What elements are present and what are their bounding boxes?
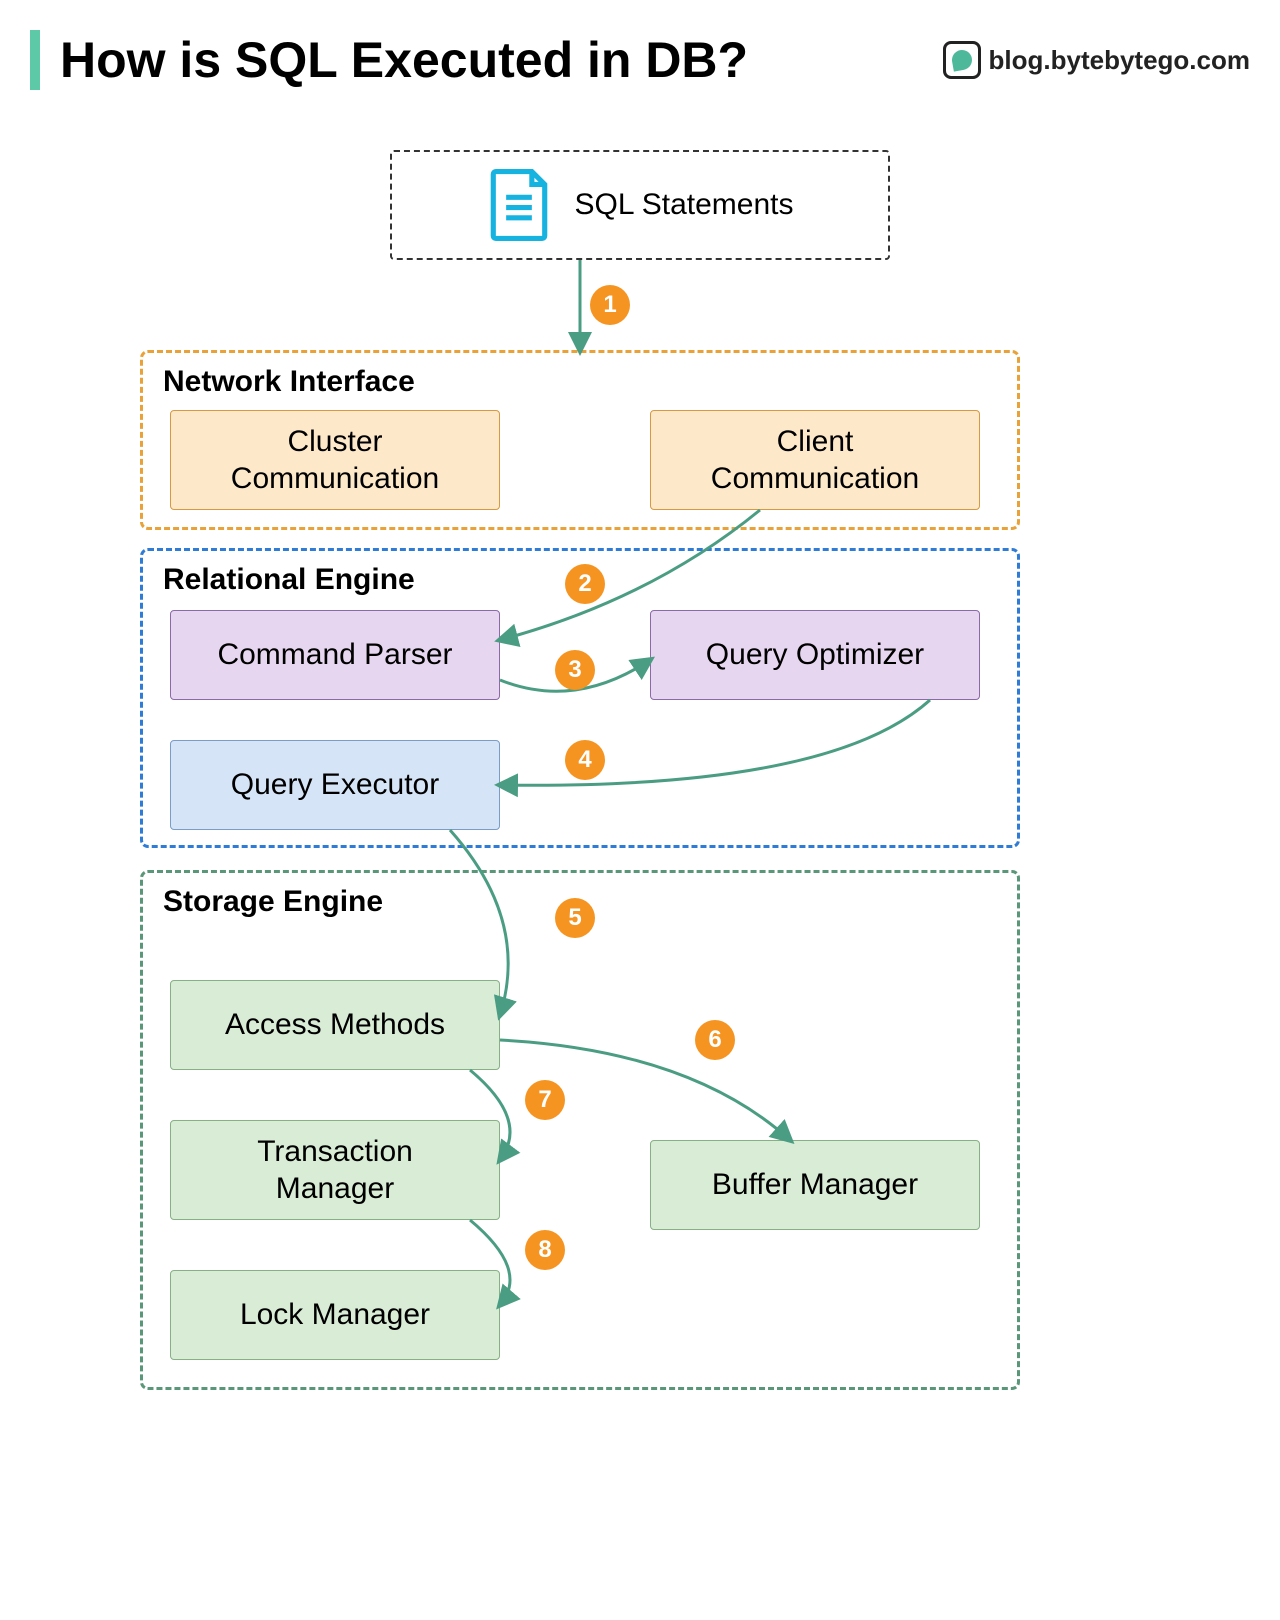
- step-badge-8: 8: [525, 1230, 565, 1270]
- node-label-client: Client Communication: [711, 423, 919, 498]
- node-transaction-manager: Transaction Manager: [170, 1120, 500, 1220]
- node-label-access: Access Methods: [225, 1006, 445, 1044]
- node-command-parser: Command Parser: [170, 610, 500, 700]
- brand: blog.bytebytego.com: [943, 41, 1250, 79]
- document-icon: [487, 169, 551, 241]
- step-badge-3: 3: [555, 650, 595, 690]
- node-label-buffer: Buffer Manager: [712, 1166, 918, 1204]
- node-query-optimizer: Query Optimizer: [650, 610, 980, 700]
- header: How is SQL Executed in DB? blog.bytebyte…: [30, 30, 1250, 90]
- step-badge-4: 4: [565, 740, 605, 780]
- node-label-sql: SQL Statements: [575, 186, 794, 224]
- group-label-relational: Relational Engine: [163, 563, 415, 597]
- node-query-executor: Query Executor: [170, 740, 500, 830]
- node-label-parser: Command Parser: [217, 636, 452, 674]
- step-badge-6: 6: [695, 1020, 735, 1060]
- step-badge-7: 7: [525, 1080, 565, 1120]
- group-label-storage: Storage Engine: [163, 885, 383, 919]
- step-badge-1: 1: [590, 285, 630, 325]
- node-sql-statements: SQL Statements: [390, 150, 890, 260]
- step-badge-2: 2: [565, 564, 605, 604]
- brand-logo-icon: [943, 41, 981, 79]
- title-accent-bar: [30, 30, 40, 90]
- node-cluster-comm: Cluster Communication: [170, 410, 500, 510]
- node-buffer-manager: Buffer Manager: [650, 1140, 980, 1230]
- node-label-lock: Lock Manager: [240, 1296, 430, 1334]
- diagram-canvas: Network Interface Relational Engine Stor…: [130, 150, 1150, 1590]
- page-title: How is SQL Executed in DB?: [60, 31, 748, 89]
- node-label-executor: Query Executor: [231, 766, 439, 804]
- node-access-methods: Access Methods: [170, 980, 500, 1070]
- brand-text: blog.bytebytego.com: [989, 45, 1250, 76]
- node-label-cluster: Cluster Communication: [231, 423, 439, 498]
- node-client-comm: Client Communication: [650, 410, 980, 510]
- group-label-network: Network Interface: [163, 365, 415, 399]
- title-wrap: How is SQL Executed in DB?: [30, 30, 748, 90]
- node-lock-manager: Lock Manager: [170, 1270, 500, 1360]
- step-badge-5: 5: [555, 898, 595, 938]
- node-label-optimizer: Query Optimizer: [706, 636, 924, 674]
- node-label-transaction: Transaction Manager: [257, 1133, 413, 1208]
